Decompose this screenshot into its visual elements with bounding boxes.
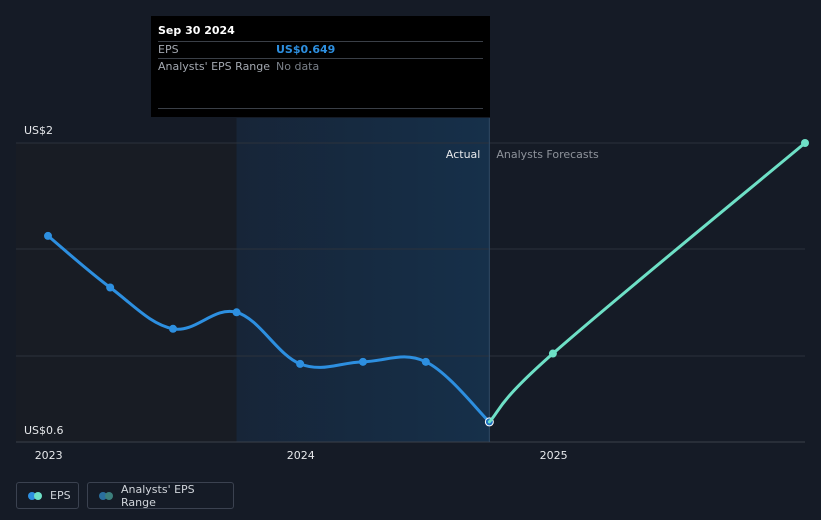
series-0-point-2 [169,324,178,333]
legend-eps-range-label: Analysts' EPS Range [121,482,195,509]
x-tick-label-2024: 2024 [287,449,315,462]
series-1-point-1 [548,349,557,358]
tooltip-row-range: Analysts' EPS Range No data [158,58,483,76]
tooltip-eps-value: US$0.649 [276,43,336,56]
legend-eps-range-swatch [99,491,113,500]
x-tick-label-2023: 2023 [35,449,63,462]
legend-eps-swatch [28,491,42,500]
series-0-point-5 [358,357,367,366]
legend-eps-button[interactable]: EPS [16,482,79,509]
y-tick-label-bottom: US$0.6 [24,424,64,437]
tooltip: Sep 30 2024 EPS US$0.649 Analysts' EPS R… [151,16,490,117]
tooltip-date: Sep 30 2024 [158,24,235,37]
series-0-point-0 [44,231,52,240]
series-0-point-6 [421,357,430,366]
series-1-point-2 [801,139,809,147]
actual-region-label: Actual [446,148,480,161]
series-0-point-3 [232,308,241,317]
highlight-band [236,118,490,442]
y-tick-label-top: US$2 [24,124,53,137]
series-line-1 [487,141,807,424]
legend-eps-label: EPS [50,489,71,502]
tooltip-row-eps: EPS US$0.649 [158,41,483,59]
series-0-point-4 [296,359,305,368]
tooltip-range-value: No data [276,60,320,73]
series-0-point-1 [106,283,115,292]
forecast-region-label: Analysts Forecasts [496,148,599,161]
tooltip-eps-label: EPS [158,43,179,56]
tooltip-range-label: Analysts' EPS Range [158,60,271,73]
x-tick-label-2025: 2025 [540,449,568,462]
legend-eps-range-button[interactable]: Analysts' EPS Range [87,482,234,509]
tooltip-divider [158,108,483,109]
past-region-shade [16,143,237,442]
